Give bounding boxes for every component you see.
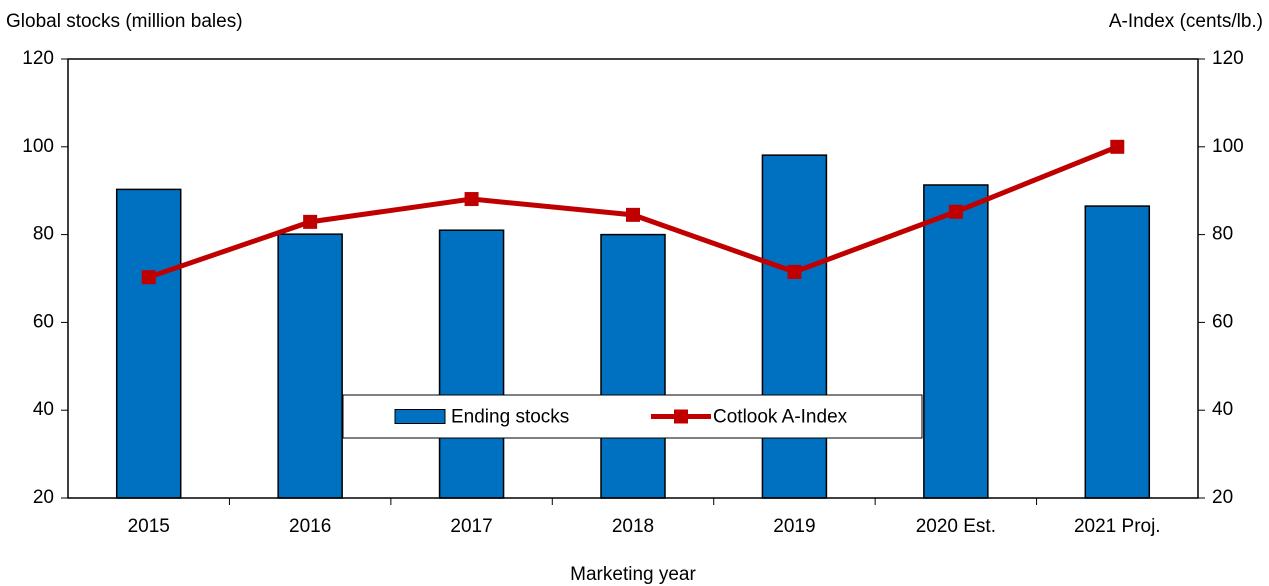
x-tick-label: 2018: [612, 516, 654, 537]
y-tick-label: 80: [33, 224, 54, 245]
bar: [438, 229, 505, 499]
x-tick-label: 2021 Proj.: [1074, 516, 1161, 537]
y2-tick-label: 80: [1212, 224, 1233, 245]
y-tick-label: 120: [22, 48, 54, 69]
legend-label: Ending stocks: [451, 407, 569, 428]
y2-tick-label: 40: [1212, 399, 1233, 420]
marker: [626, 207, 640, 222]
legend-swatch: [394, 409, 446, 424]
x-tick-label: 2015: [128, 516, 170, 537]
x-tick-label: 2019: [773, 516, 815, 537]
bar: [277, 233, 343, 499]
bar: [761, 154, 828, 499]
legend-marker: [674, 409, 688, 424]
bar: [600, 233, 666, 499]
x-axis-title: Marketing year: [570, 564, 696, 585]
marker: [787, 264, 802, 279]
marker: [464, 192, 479, 207]
y-tick-label: 60: [33, 311, 54, 332]
bar: [1084, 205, 1151, 499]
y2-tick-label: 20: [1212, 487, 1233, 508]
marker: [948, 204, 963, 219]
y-axis-title: Global stocks (million bales): [6, 11, 243, 32]
y2-tick-label: 120: [1212, 48, 1244, 69]
y-tick-label: 20: [33, 487, 54, 508]
bar: [923, 184, 989, 499]
marker: [141, 270, 156, 285]
y-tick-label: 40: [33, 399, 54, 420]
bar: [115, 188, 182, 499]
x-tick-label: 2020 Est.: [916, 516, 996, 537]
x-tick-label: 2017: [450, 516, 492, 537]
marker: [303, 214, 318, 229]
y-tick-label: 100: [22, 136, 54, 157]
y2-axis-title: A-Index (cents/lb.): [1109, 11, 1263, 32]
legend-label: Cotlook A-Index: [713, 407, 848, 428]
x-tick-label: 2016: [289, 516, 331, 537]
y2-tick-label: 60: [1212, 311, 1233, 332]
marker: [1110, 139, 1125, 154]
y2-tick-label: 100: [1212, 136, 1244, 157]
plot-frame: [67, 58, 1199, 499]
